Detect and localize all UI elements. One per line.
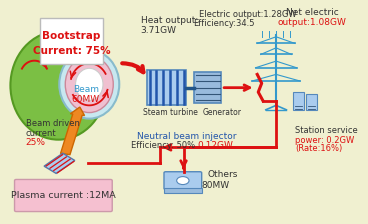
FancyBboxPatch shape [293,92,304,110]
FancyBboxPatch shape [147,70,186,105]
Text: output:1.08GW: output:1.08GW [277,18,347,27]
Text: Electric output:1.28GW: Electric output:1.28GW [199,10,297,19]
Text: Generator: Generator [203,108,242,116]
Text: Heat output:: Heat output: [141,16,198,25]
Text: Station service: Station service [295,126,358,135]
FancyArrow shape [61,107,85,155]
Text: Others: Others [208,170,238,179]
Text: 3.71GW: 3.71GW [141,26,177,35]
FancyBboxPatch shape [164,172,202,190]
Ellipse shape [59,50,119,119]
Text: 25%: 25% [26,138,46,147]
Text: (Rate:16%): (Rate:16%) [295,144,342,153]
Text: Bootstrap: Bootstrap [42,31,100,41]
Ellipse shape [65,56,113,112]
Ellipse shape [10,31,106,140]
FancyBboxPatch shape [164,188,202,193]
Ellipse shape [75,68,103,100]
Polygon shape [44,153,75,173]
Text: Neutral beam injector: Neutral beam injector [137,132,237,141]
Text: Efficiency: 50%: Efficiency: 50% [131,141,195,150]
Text: 60MW: 60MW [72,95,100,104]
Text: 80MW: 80MW [202,181,230,190]
Text: Plasma current :12MA: Plasma current :12MA [11,191,116,200]
FancyBboxPatch shape [39,18,103,65]
FancyBboxPatch shape [194,72,221,103]
FancyBboxPatch shape [14,179,112,211]
Circle shape [177,177,189,185]
Text: Efficiency:34.5: Efficiency:34.5 [193,19,255,28]
Text: power: 0.2GW: power: 0.2GW [295,136,354,145]
Text: current: current [26,129,56,138]
FancyBboxPatch shape [306,94,316,110]
Text: Beam driven: Beam driven [26,118,80,127]
Text: Beam: Beam [73,85,99,94]
Text: 0.12GW: 0.12GW [197,141,233,150]
Text: Steam turbine: Steam turbine [143,108,198,116]
Text: Net electric: Net electric [286,8,339,17]
Text: Current: 75%: Current: 75% [33,46,110,56]
